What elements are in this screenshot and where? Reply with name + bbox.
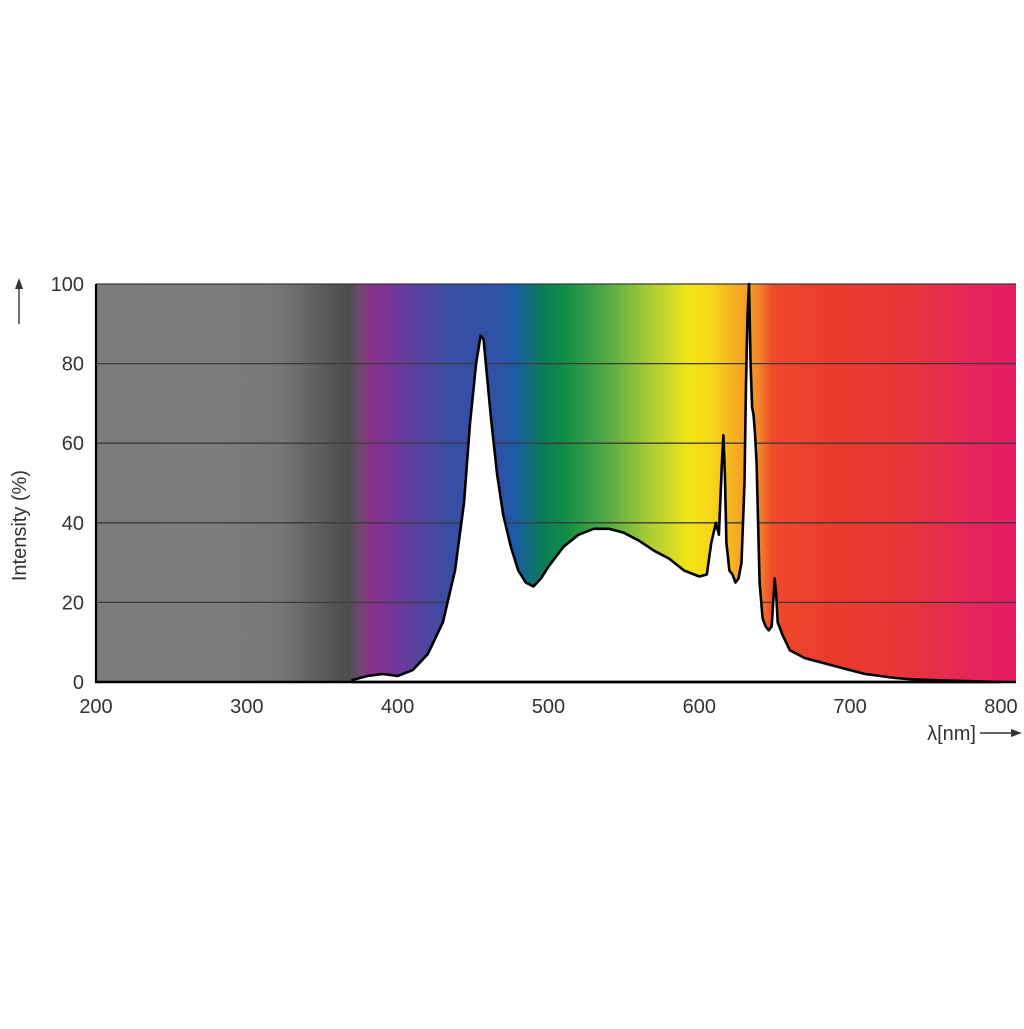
tick-labels: 0 20 40 60 80 100 200 300 400 500 600 700 800 [51,274,1018,718]
x-tick-label-700: 700 [833,696,866,718]
axes [94,284,1016,684]
x-axis-label: λ[nm] [927,723,976,745]
x-tick-label-600: 600 [683,696,716,718]
y-tick-label-20: 20 [62,592,84,614]
x-tick-label-500: 500 [532,696,565,718]
x-tick-label-400: 400 [381,696,414,718]
x-tick-label-300: 300 [230,696,263,718]
y-tick-label-60: 60 [62,433,84,455]
y-tick-label-100: 100 [51,274,84,296]
gridlines [96,283,1016,604]
x-tick-label-800: 800 [984,696,1017,718]
y-axis-arrow-head [15,278,23,289]
x-tick-label-200: 200 [79,696,112,718]
y-tick-label-80: 80 [62,354,84,376]
x-axis-title: λ[nm] [927,723,1022,745]
y-axis-label: Intensity (%) [9,470,31,581]
x-axis-arrow-head [1011,729,1022,737]
y-tick-label-40: 40 [62,513,84,535]
y-axis-title: Intensity (%) [9,278,31,581]
y-tick-label-0: 0 [73,672,84,694]
spectrum-curve [351,282,1003,684]
